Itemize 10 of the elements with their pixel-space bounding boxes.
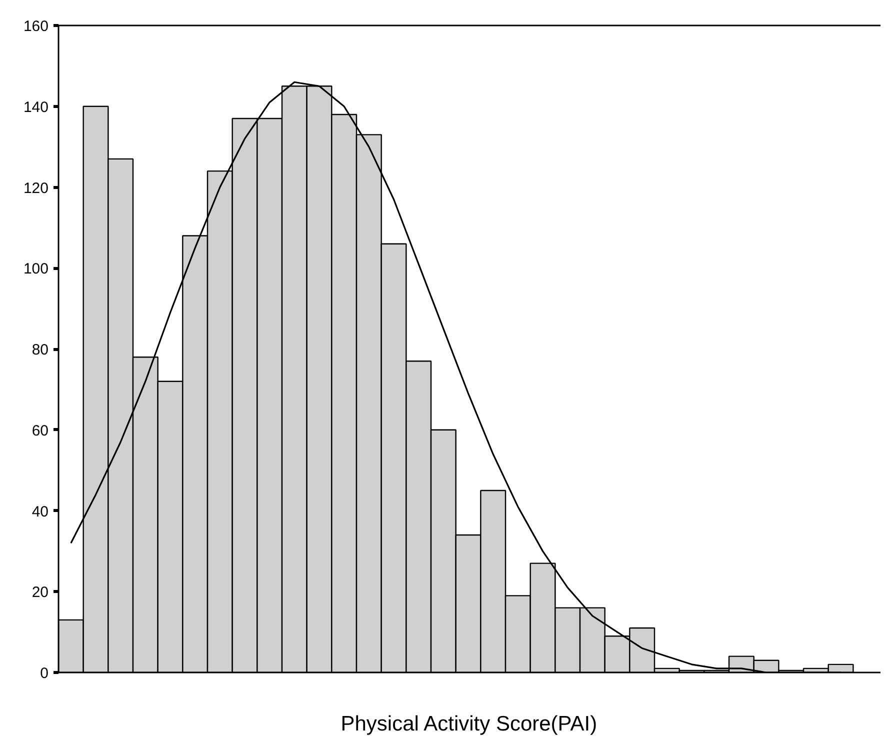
y-tick-label: 160 (23, 18, 49, 35)
y-tick-label: 0 (40, 665, 48, 682)
y-tick-label: 100 (23, 260, 49, 278)
y-tick-label: 40 (32, 503, 49, 520)
y-tick-label: 120 (23, 180, 49, 197)
y-tick-label: 60 (32, 422, 49, 440)
y-tick-label: 80 (32, 342, 49, 358)
x-axis-title: Physical Activity Score(PAI) (340, 712, 598, 736)
y-tick-label: 20 (32, 584, 49, 602)
y-tick-label: 140 (23, 98, 49, 116)
